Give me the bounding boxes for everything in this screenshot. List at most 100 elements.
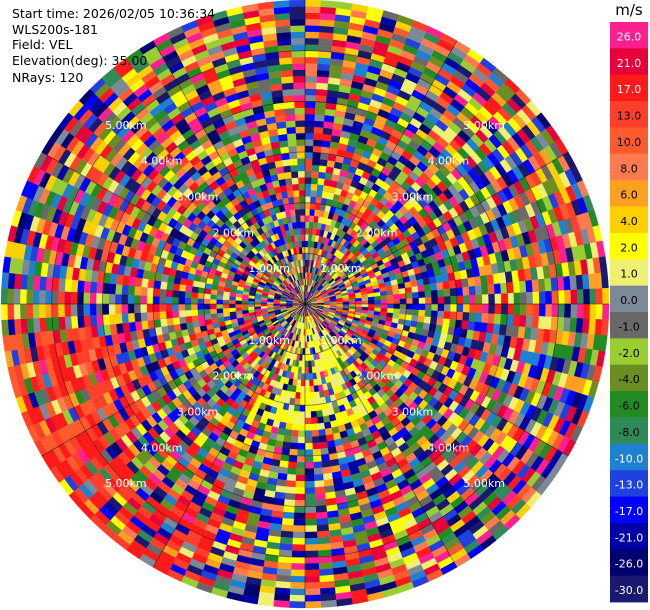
velocity-gate: [64, 303, 72, 317]
velocity-gate: [83, 303, 91, 316]
velocity-gate: [184, 309, 192, 317]
velocity-gate: [424, 310, 432, 318]
velocity-gate: [368, 303, 375, 308]
velocity-gate: [7, 303, 15, 320]
velocity-gate: [475, 303, 483, 314]
velocity-gate: [348, 298, 356, 302]
velocity-gate: [191, 315, 199, 323]
velocity-gate: [127, 303, 135, 314]
velocity-gate: [437, 289, 445, 298]
velocity-gate: [410, 280, 418, 288]
velocity-gate: [304, 113, 316, 121]
velocity-gate: [311, 423, 319, 431]
velocity-gate: [51, 303, 59, 318]
velocity-gate: [316, 530, 330, 539]
velocity-gate: [172, 289, 180, 298]
velocity-gate: [76, 303, 84, 317]
velocity-gate: [481, 303, 489, 314]
velocity-gate: [538, 303, 546, 317]
velocity-gates: [0, 0, 610, 609]
velocity-gate: [304, 6, 321, 14]
velocity-gate: [380, 299, 388, 305]
velocity-gate: [292, 410, 300, 419]
velocity-gate: [166, 282, 174, 291]
velocity-gate: [13, 273, 22, 290]
velocity-gate: [190, 309, 199, 317]
velocity-gate: [304, 227, 310, 235]
velocity-gate: [308, 366, 313, 374]
velocity-gate: [235, 303, 242, 308]
velocity-gate: [0, 303, 8, 321]
ppi-plot: 1.00km1.00km1.00km1.00km2.00km2.00km2.00…: [0, 0, 610, 609]
velocity-gate: [313, 139, 323, 147]
velocity-gate: [576, 289, 584, 305]
velocity-gate: [20, 274, 29, 290]
velocity-gate: [247, 303, 255, 308]
velocity-gate: [121, 303, 129, 314]
velocity-gate: [443, 303, 451, 312]
velocity-gate: [165, 296, 173, 305]
velocity-gate: [468, 285, 476, 296]
velocity-gate: [319, 574, 335, 583]
velocity-gate: [19, 288, 27, 305]
velocity-gate: [26, 289, 34, 305]
velocity-gate: [197, 314, 206, 322]
velocity-gate: [374, 303, 382, 309]
velocity-gate: [314, 492, 326, 501]
velocity-gate: [299, 405, 306, 412]
velocity-gate: [304, 531, 318, 539]
velocity-gate: [462, 312, 470, 322]
velocity-gate: [291, 544, 306, 552]
velocity-gate: [216, 299, 223, 305]
velocity-gate: [299, 392, 306, 400]
velocity-gate: [146, 295, 154, 305]
velocity-gate: [304, 461, 314, 469]
velocity-gate: [461, 320, 469, 330]
velocity-gate: [589, 303, 597, 320]
velocity-gate: [275, 580, 291, 589]
velocity-gate: [311, 177, 319, 185]
velocity-gate: [544, 316, 552, 330]
velocity-gate: [399, 298, 407, 305]
velocity-gate: [494, 303, 502, 315]
velocity-gate: [286, 467, 297, 475]
velocity-gate: [134, 312, 142, 323]
velocity-gate: [456, 295, 464, 305]
velocity-gate: [398, 287, 406, 295]
velocity-gate: [311, 429, 320, 437]
velocity-gate: [165, 303, 173, 312]
velocity-gate: [315, 101, 327, 109]
velocity-gate: [83, 315, 92, 328]
velocity-gate: [296, 461, 306, 469]
velocity-gate: [172, 283, 181, 291]
velocity-gate: [314, 114, 326, 122]
velocity-gate: [184, 297, 192, 305]
velocity-gate: [316, 517, 329, 526]
velocity-gate: [159, 318, 168, 327]
velocity-gate: [318, 428, 326, 437]
velocity-gate: [222, 311, 231, 318]
velocity-gate: [304, 569, 320, 577]
velocity-gate: [277, 562, 292, 570]
velocity-gate: [281, 524, 294, 532]
velocity-gate: [140, 312, 148, 322]
velocity-gate: [291, 556, 306, 564]
velocity-gate: [298, 417, 306, 425]
velocity-gate: [83, 292, 91, 305]
velocity-gate: [228, 307, 236, 313]
velocity-gate: [406, 303, 413, 310]
velocity-gate: [393, 308, 401, 315]
velocity-gate: [474, 312, 483, 323]
velocity-gate: [178, 290, 186, 298]
velocity-gate: [443, 296, 451, 305]
velocity-gate: [304, 189, 312, 197]
velocity-gate: [304, 31, 320, 39]
velocity-gate: [178, 316, 187, 324]
velocity-gate: [314, 391, 321, 399]
velocity-gate: [304, 12, 321, 20]
velocity-gate: [317, 177, 325, 186]
velocity-gate: [304, 107, 316, 115]
velocity-gate: [468, 312, 476, 323]
velocity-gate: [429, 317, 438, 325]
velocity-gate: [304, 373, 310, 381]
